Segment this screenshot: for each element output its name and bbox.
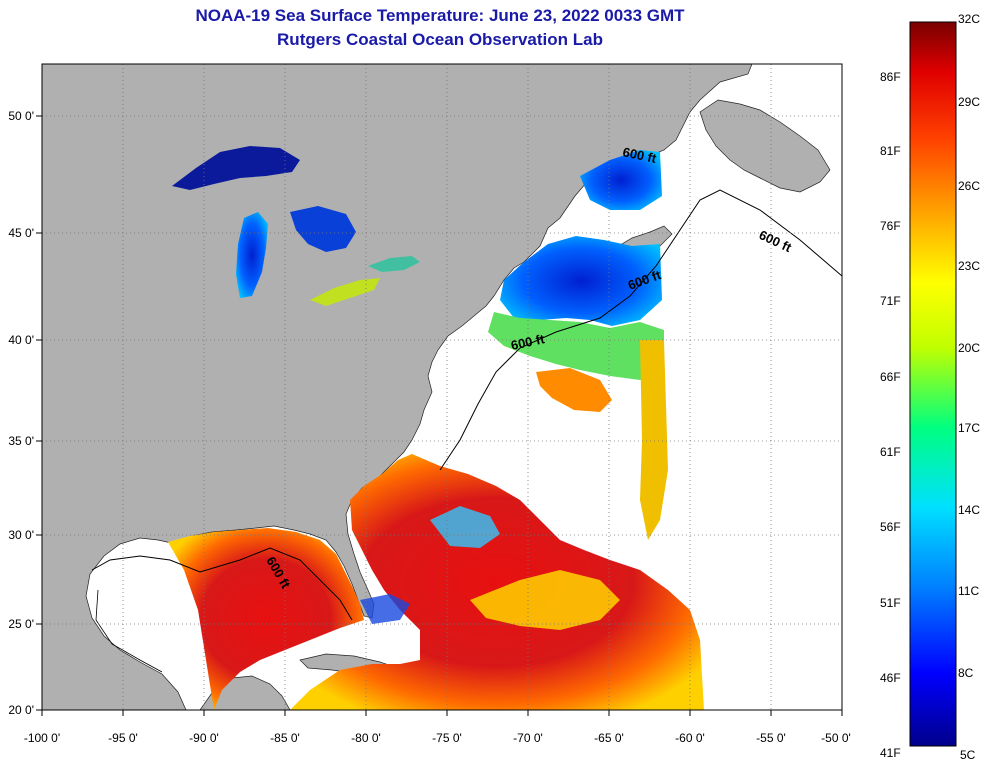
sst-lake-michigan <box>236 212 268 298</box>
colorbar-f-label: 71F <box>880 294 901 308</box>
lon-label: -100 0' <box>24 731 60 745</box>
map-frame <box>41 63 843 711</box>
colorbar-f-label: 51F <box>880 596 901 610</box>
longitude-labels: -100 0' -95 0' -90 0' -85 0' -80 0' -75 … <box>24 731 851 745</box>
sst-sargasso-patch-cyan <box>430 506 500 548</box>
colorbar-f-label: 56F <box>880 520 901 534</box>
sst-caribbean-patch-blue <box>360 594 410 624</box>
land-newfoundland <box>699 99 831 193</box>
land-north-america <box>42 64 753 710</box>
map-subtitle: Rutgers Coastal Ocean Observation Lab <box>277 30 603 49</box>
lat-label: 20 0' <box>8 703 34 717</box>
colorbar-c-label: 17C <box>958 421 981 435</box>
colorbar-f-label: 76F <box>880 219 901 233</box>
colorbar-c-label: 20C <box>958 341 981 355</box>
contour-600ft-gulf <box>91 547 353 621</box>
sst-lake-superior <box>172 146 300 190</box>
colorbar-c-label: 8C <box>958 666 974 680</box>
colorbar-f-label: 61F <box>880 445 901 459</box>
latitude-labels: 20 0' 25 0' 30 0' 35 0' 40 0' 45 0' 50 0… <box>8 109 34 717</box>
lon-label: -60 0' <box>675 731 705 745</box>
sst-lake-ontario <box>368 256 420 272</box>
lat-label: 50 0' <box>8 109 34 123</box>
lon-label: -80 0' <box>351 731 381 745</box>
lon-label: -65 0' <box>594 731 624 745</box>
axis-ticks <box>36 115 843 716</box>
map-title: NOAA-19 Sea Surface Temperature: June 23… <box>195 6 685 25</box>
lat-label: 30 0' <box>8 528 34 542</box>
lon-label: -90 0' <box>189 731 219 745</box>
colorbar-c-label: 11C <box>958 584 980 598</box>
sst-southeast-atlantic <box>290 454 704 710</box>
lon-label: -95 0' <box>108 731 138 745</box>
sst-gulf-of-mexico <box>168 528 364 710</box>
lon-label: -70 0' <box>513 731 543 745</box>
colorbar-f-label: 46F <box>880 671 901 685</box>
lon-label: -85 0' <box>270 731 300 745</box>
graticule <box>42 64 842 710</box>
sst-gulf-st-lawrence <box>580 150 662 210</box>
lon-label: -55 0' <box>756 731 786 745</box>
lat-label: 40 0' <box>8 333 34 347</box>
contour-600ft-atlantic <box>439 189 842 471</box>
colorbar-f-label: 86F <box>880 70 901 84</box>
sst-gulf-stream-north <box>536 368 612 412</box>
sst-mid-atlantic-shelf <box>488 312 664 380</box>
lat-label: 25 0' <box>8 617 34 631</box>
lon-label: -75 0' <box>432 731 462 745</box>
colorbar-f-label: 41F <box>880 746 901 760</box>
sst-lake-erie <box>310 278 380 306</box>
contour-label: 600 ft <box>621 144 658 166</box>
colorbar-c-label: 29C <box>958 95 981 109</box>
colorbar-c-label: 23C <box>958 259 981 273</box>
colorbar-c-label: 26C <box>958 179 981 193</box>
contour-label: 600 ft <box>510 331 547 353</box>
sst-gulf-of-maine <box>500 236 662 326</box>
colorbar-c-label: 32C <box>958 12 981 26</box>
sst-offshore-east-edge <box>640 340 668 540</box>
colorbar <box>909 21 957 747</box>
colorbar-f-label: 81F <box>880 144 901 158</box>
lat-label: 45 0' <box>8 226 34 240</box>
lat-label: 35 0' <box>8 434 34 448</box>
colorbar-f-label: 66F <box>880 370 901 384</box>
sst-lake-huron <box>290 206 356 252</box>
contour-600ft-gulf-inner <box>95 589 163 673</box>
colorbar-c-label: 5C <box>960 748 976 762</box>
sst-sargasso-patch-yellow <box>470 570 620 630</box>
lon-label: -50 0' <box>821 731 851 745</box>
colorbar-c-label: 14C <box>958 503 981 517</box>
